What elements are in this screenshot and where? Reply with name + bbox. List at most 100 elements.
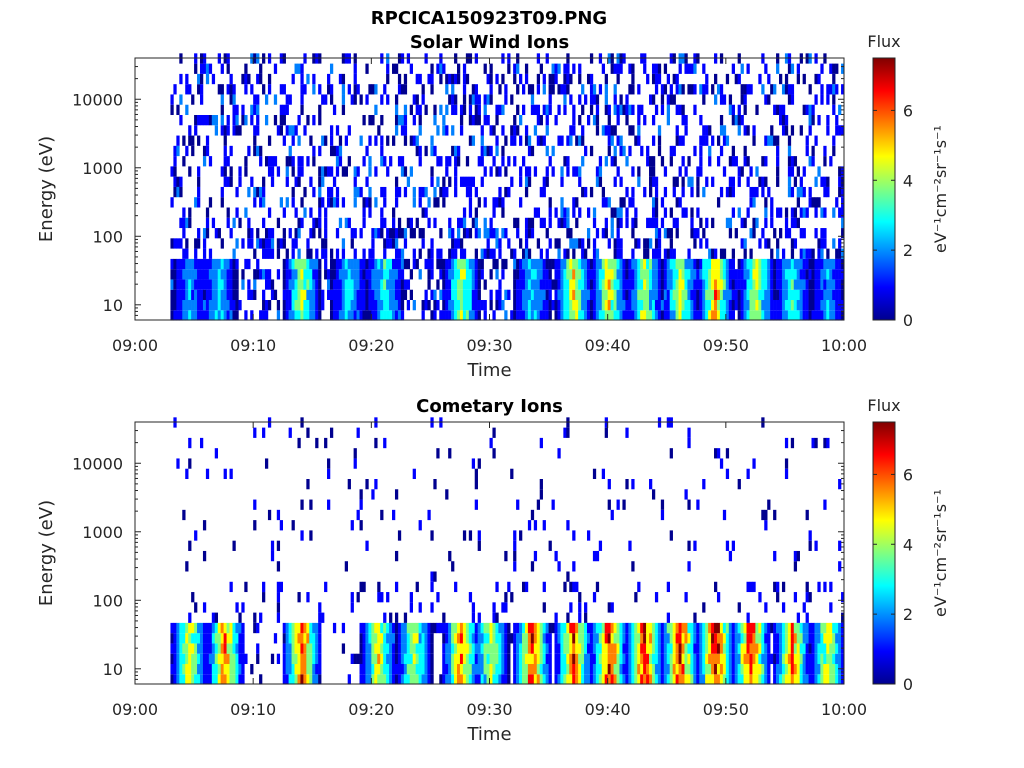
heatmap-cell	[557, 289, 561, 300]
heatmap-cell	[353, 653, 357, 664]
heatmap-cell	[202, 289, 207, 300]
panel-title: Cometary Ions	[416, 396, 563, 417]
heatmap-cell	[424, 653, 428, 664]
heatmap-cell	[823, 289, 827, 300]
heatmap-cell	[185, 622, 189, 634]
heatmap-cell	[318, 145, 322, 157]
heatmap-cell	[430, 145, 434, 157]
heatmap-cell	[377, 643, 381, 654]
heatmap-cell	[495, 73, 499, 85]
heatmap-cell	[182, 300, 186, 311]
heatmap-cell	[445, 258, 449, 270]
heatmap-cell	[383, 300, 387, 311]
heatmap-cell	[462, 279, 467, 290]
heatmap-cell	[471, 84, 476, 95]
heatmap-cell	[743, 300, 747, 311]
heatmap-cell	[264, 156, 269, 167]
heatmap-cell	[356, 427, 360, 438]
heatmap-cell	[480, 176, 484, 187]
heatmap-cell	[536, 258, 541, 270]
heatmap-cell	[424, 643, 428, 654]
heatmap-cell	[409, 289, 413, 300]
heatmap-cell	[823, 581, 827, 593]
heatmap-cell	[705, 674, 709, 685]
heatmap-cell	[820, 269, 824, 280]
heatmap-cell	[229, 84, 233, 95]
heatmap-cell	[675, 84, 679, 95]
heatmap-cell	[436, 197, 440, 208]
heatmap-cell	[740, 217, 744, 229]
heatmap-cell	[229, 289, 233, 300]
heatmap-cell	[770, 125, 774, 136]
heatmap-cell	[282, 135, 286, 146]
heatmap-cell	[182, 156, 186, 167]
heatmap-cell	[403, 73, 408, 85]
heatmap-cell	[288, 279, 292, 290]
heatmap-cell	[598, 156, 603, 167]
heatmap-cell	[235, 310, 239, 321]
colorbar-tick-label: 0	[903, 675, 913, 694]
heatmap-cell	[637, 300, 641, 311]
heatmap-cell	[625, 633, 629, 644]
heatmap-cell	[805, 612, 809, 623]
heatmap-cell	[267, 73, 272, 85]
heatmap-cell	[781, 248, 786, 259]
heatmap-cell	[607, 622, 611, 634]
heatmap-cell	[764, 176, 768, 187]
heatmap-cell	[492, 602, 496, 613]
heatmap-cell	[722, 135, 727, 146]
heatmap-cell	[690, 207, 694, 218]
heatmap-cell	[666, 612, 670, 623]
heatmap-cell	[474, 228, 478, 239]
heatmap-cell	[557, 279, 561, 290]
heatmap-cell	[625, 104, 629, 116]
heatmap-cell	[445, 125, 449, 136]
heatmap-cell	[649, 643, 653, 654]
heatmap-cell	[442, 197, 446, 208]
heatmap-cell	[811, 145, 815, 157]
heatmap-cell	[607, 135, 611, 146]
heatmap-cell	[504, 550, 508, 562]
heatmap-cell	[179, 643, 183, 654]
heatmap-cell	[394, 94, 399, 105]
heatmap-cell	[613, 643, 617, 654]
heatmap-cell	[610, 125, 614, 136]
heatmap-cell	[477, 612, 481, 623]
heatmap-cell	[770, 289, 774, 300]
heatmap-cell	[489, 217, 493, 229]
heatmap-cell	[829, 63, 833, 74]
heatmap-cell	[285, 310, 289, 321]
heatmap-cell	[418, 269, 422, 280]
heatmap-cell	[368, 289, 372, 300]
heatmap-cell	[604, 94, 608, 105]
heatmap-cell	[622, 104, 626, 116]
heatmap-cell	[276, 540, 281, 551]
heatmap-cell	[628, 300, 632, 311]
heatmap-cell	[566, 84, 570, 95]
heatmap-cell	[386, 653, 390, 664]
heatmap-cell	[264, 269, 269, 280]
heatmap-cell	[787, 228, 792, 239]
heatmap-cell	[731, 310, 735, 321]
heatmap-cell	[560, 197, 564, 208]
heatmap-cell	[513, 622, 517, 634]
heatmap-cell	[182, 664, 186, 675]
heatmap-cell	[208, 289, 213, 300]
heatmap-cell	[696, 289, 700, 300]
heatmap-cell	[202, 653, 207, 664]
heatmap-cell	[784, 653, 789, 664]
heatmap-cell	[335, 166, 340, 177]
heatmap-cell	[752, 186, 756, 198]
heatmap-cell	[522, 674, 526, 685]
heatmap-cell	[415, 258, 419, 270]
heatmap-cell	[516, 279, 520, 290]
heatmap-cell	[646, 674, 650, 685]
heatmap-cell	[622, 643, 626, 654]
heatmap-cell	[527, 269, 532, 280]
heatmap-cell	[826, 674, 830, 685]
heatmap-cell	[199, 300, 204, 311]
heatmap-cell	[719, 458, 724, 469]
heatmap-cell	[226, 207, 230, 218]
heatmap-cell	[182, 217, 186, 229]
heatmap-cell	[250, 238, 254, 249]
